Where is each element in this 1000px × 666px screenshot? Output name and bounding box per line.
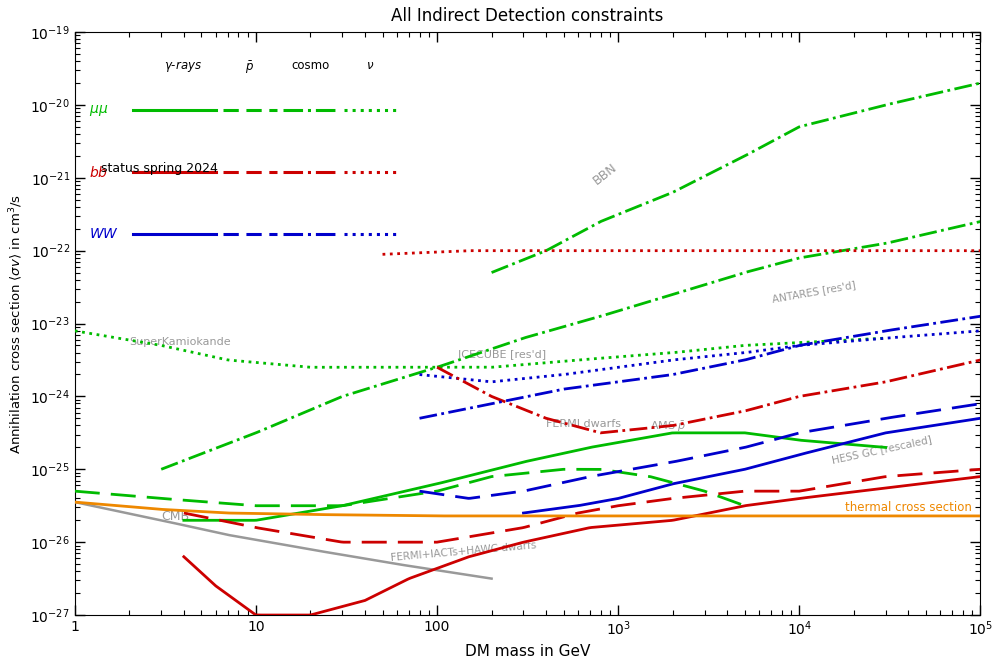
Text: HESS GC [rescaled]: HESS GC [rescaled] (831, 434, 933, 466)
Text: FERMI+IACTs+HAWC dwarfs: FERMI+IACTs+HAWC dwarfs (390, 540, 537, 563)
Title: All Indirect Detection constraints: All Indirect Detection constraints (391, 7, 664, 25)
Y-axis label: Annihilation cross section $\langle\sigma v\rangle$ in cm$^3$/s: Annihilation cross section $\langle\sigm… (7, 193, 25, 454)
Text: AMS $\bar{p}$: AMS $\bar{p}$ (650, 420, 686, 434)
Text: status spring 2024: status spring 2024 (101, 162, 218, 175)
Text: SuperKamiokande: SuperKamiokande (129, 338, 231, 348)
Text: ICECUBE [res'd]: ICECUBE [res'd] (458, 349, 546, 359)
Text: thermal cross section: thermal cross section (845, 501, 972, 514)
Text: FERMI dwarfs: FERMI dwarfs (546, 419, 621, 429)
X-axis label: DM mass in GeV: DM mass in GeV (465, 644, 590, 659)
Text: CMB: CMB (161, 509, 189, 523)
Text: BBN: BBN (590, 161, 619, 188)
Text: ANTARES [res'd]: ANTARES [res'd] (771, 279, 856, 304)
